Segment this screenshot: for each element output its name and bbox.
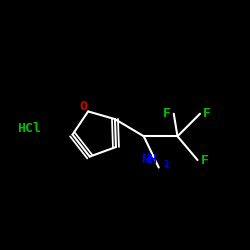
Text: O: O	[80, 100, 88, 114]
Text: HCl: HCl	[17, 122, 41, 135]
Text: F: F	[163, 107, 171, 120]
Text: F: F	[200, 154, 208, 166]
Text: F: F	[203, 107, 211, 120]
Text: 2: 2	[163, 160, 168, 169]
Text: NH: NH	[142, 153, 158, 166]
